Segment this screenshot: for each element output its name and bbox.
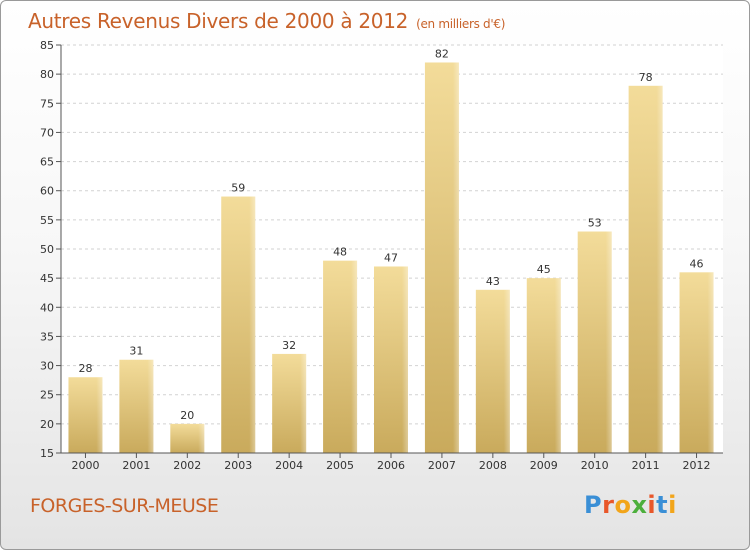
- chart-unit: (en milliers d'€): [416, 17, 506, 31]
- bar-highlight: [605, 231, 612, 453]
- bar-highlight: [452, 62, 459, 453]
- bar-highlight: [707, 272, 714, 453]
- bar-highlight: [351, 260, 358, 453]
- x-tick-label: 2000: [71, 459, 99, 472]
- logo-letter: i: [668, 491, 677, 519]
- bar-highlight: [503, 289, 510, 453]
- y-tick-label: 25: [40, 389, 54, 402]
- bar-highlight: [249, 196, 256, 454]
- logo-letter: t: [656, 491, 669, 519]
- y-tick-label: 20: [40, 418, 54, 431]
- logo-letter: i: [647, 491, 657, 519]
- bar-value-label: 78: [639, 71, 653, 84]
- bar-highlight: [96, 377, 103, 453]
- y-tick-label: 35: [40, 330, 54, 343]
- x-tick-label: 2005: [326, 459, 354, 472]
- bar-value-label: 43: [486, 275, 500, 288]
- bar-value-label: 46: [690, 257, 704, 270]
- chart-title: Autres Revenus Divers de 2000 à 2012 (en …: [28, 9, 505, 33]
- bar-value-label: 53: [588, 217, 602, 230]
- y-tick-label: 45: [40, 272, 54, 285]
- x-tick-label: 2003: [224, 459, 252, 472]
- bar-value-label: 45: [537, 263, 551, 276]
- logo-letter: o: [614, 491, 632, 519]
- bar-value-label: 47: [384, 251, 398, 264]
- x-tick-label: 2006: [377, 459, 405, 472]
- bar-value-label: 32: [282, 339, 296, 352]
- x-tick-label: 2002: [173, 459, 201, 472]
- proxiti-logo: Proxiti: [584, 491, 677, 519]
- bar-highlight: [656, 85, 663, 454]
- y-tick-label: 85: [40, 39, 54, 52]
- logo-letter: P: [584, 491, 603, 519]
- bars: 28 31 20 59 32 48 47 82 43 45 53 78 46: [68, 47, 714, 454]
- y-tick-label: 40: [40, 301, 54, 314]
- y-tick-label: 50: [40, 243, 54, 256]
- bar-highlight: [300, 353, 307, 453]
- x-tick-label: 2007: [428, 459, 456, 472]
- y-tick-label: 55: [40, 214, 54, 227]
- y-tick-label: 65: [40, 156, 54, 169]
- y-tick-label: 75: [40, 97, 54, 110]
- y-tick-label: 70: [40, 126, 54, 139]
- chart-title-text: Autres Revenus Divers de 2000 à 2012: [28, 9, 409, 33]
- y-axis: 15 20 25 30 35 40 45 50 55 60 65 70 75 80 85: [40, 39, 62, 460]
- y-tick-label: 80: [40, 68, 54, 81]
- bar-highlight: [147, 359, 154, 453]
- x-tick-label: 2009: [530, 459, 558, 472]
- x-tick-label: 2008: [479, 459, 507, 472]
- y-tick-label: 30: [40, 360, 54, 373]
- bar-highlight: [554, 278, 561, 453]
- bar-value-label: 20: [180, 409, 194, 422]
- bar-value-label: 28: [78, 362, 92, 375]
- place-name: FORGES-SUR-MEUSE: [30, 495, 219, 517]
- x-tick-label: 2004: [275, 459, 303, 472]
- x-tick-label: 2010: [581, 459, 609, 472]
- x-tick-label: 2012: [683, 459, 711, 472]
- bar-value-label: 82: [435, 47, 449, 60]
- logo-letter: x: [631, 491, 648, 519]
- x-tick-label: 2001: [122, 459, 150, 472]
- y-tick-label: 60: [40, 185, 54, 198]
- bar-value-label: 59: [231, 182, 245, 195]
- logo-letter: r: [602, 491, 615, 519]
- x-tick-label: 2011: [632, 459, 660, 472]
- x-axis: 2000 2001 2002 2003 2004 2005 2006 2007 2008 2009…: [61, 452, 723, 472]
- y-tick-label: 15: [40, 447, 54, 460]
- bar-highlight: [198, 423, 205, 453]
- bar-highlight: [402, 266, 408, 453]
- bar-value-label: 31: [129, 345, 143, 358]
- bar-value-label: 48: [333, 246, 347, 259]
